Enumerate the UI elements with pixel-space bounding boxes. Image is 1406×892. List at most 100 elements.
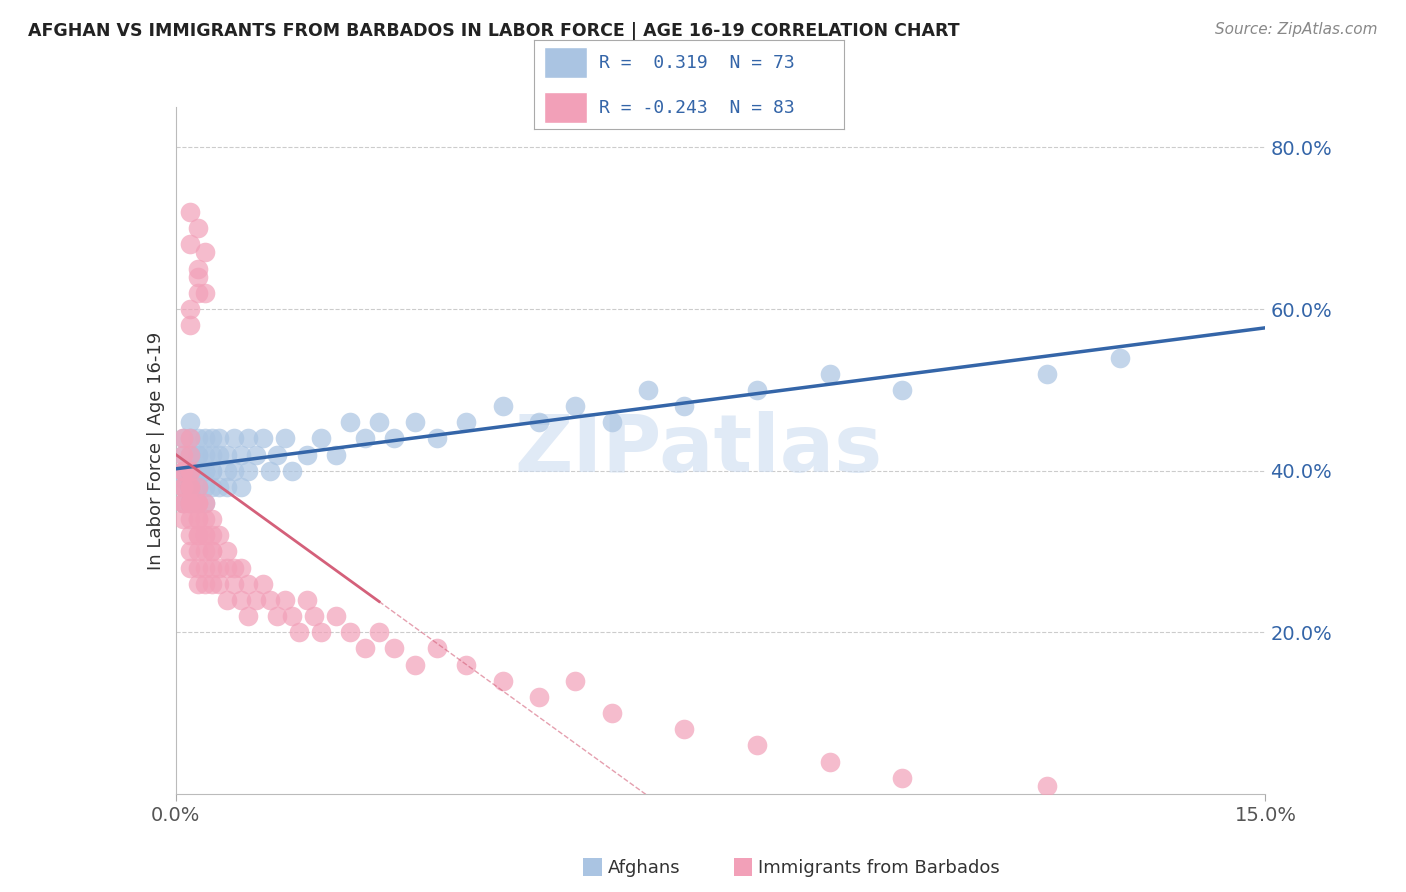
Point [201,544,224,558]
Point [201,480,224,494]
Point [231,593,253,607]
Point [637,383,659,397]
Point [353,431,375,445]
Point [179,496,201,510]
Point [179,464,201,478]
Point [194,496,217,510]
Point [231,560,253,574]
Point [179,496,201,510]
Point [208,448,231,462]
Point [891,383,914,397]
Point [179,318,201,333]
Point [186,496,209,510]
Bar [544,92,586,123]
Point [266,609,288,624]
Point [309,431,332,445]
Point [194,560,217,574]
Point [818,755,841,769]
Point [201,448,224,462]
Point [179,448,201,462]
Point [295,593,318,607]
Point [353,641,375,656]
Point [745,739,768,753]
Point [186,480,209,494]
Point [186,448,209,462]
Point [215,593,238,607]
Point [238,431,260,445]
Point [405,415,427,429]
Point [274,593,297,607]
Point [179,431,201,445]
Point [179,480,201,494]
Point [194,245,217,260]
Point [222,576,245,591]
Point [201,528,224,542]
Point [186,496,209,510]
Point [208,560,231,574]
Point [891,771,914,785]
Point [194,431,217,445]
Point [456,415,478,429]
Point [194,528,217,542]
Y-axis label: In Labor Force | Age 16-19: In Labor Force | Age 16-19 [146,331,165,570]
Point [186,512,209,526]
Point [186,560,209,574]
Point [179,448,201,462]
Point [172,480,194,494]
Point [172,464,194,478]
Point [201,431,224,445]
Point [238,464,260,478]
Point [564,673,586,688]
Point [186,576,209,591]
Point [231,448,253,462]
Point [1036,779,1059,793]
Point [339,415,361,429]
Point [818,367,841,381]
Point [194,480,217,494]
Point [186,464,209,478]
Point [179,544,201,558]
Point [172,472,194,486]
Point [186,512,209,526]
Point [222,431,245,445]
Point [179,415,201,429]
Point [252,431,274,445]
Point [172,480,194,494]
Point [194,448,217,462]
Point [259,593,281,607]
Point [179,512,201,526]
Point [405,657,427,672]
Point [745,383,768,397]
Text: AFGHAN VS IMMIGRANTS FROM BARBADOS IN LABOR FORCE | AGE 16-19 CORRELATION CHART: AFGHAN VS IMMIGRANTS FROM BARBADOS IN LA… [28,22,960,40]
Point [426,431,449,445]
Text: R =  0.319  N = 73: R = 0.319 N = 73 [599,54,794,72]
Point [179,464,201,478]
Point [179,560,201,574]
Point [208,480,231,494]
Point [325,609,347,624]
Point [215,464,238,478]
Point [194,285,217,300]
Point [527,690,550,704]
Point [266,448,288,462]
Point [179,464,201,478]
Point [368,625,391,640]
Point [1036,367,1059,381]
Point [172,496,194,510]
Point [201,576,224,591]
Point [201,544,224,558]
Point [600,706,623,720]
Point [186,528,209,542]
Point [600,415,623,429]
Point [172,480,194,494]
Point [179,480,201,494]
Point [179,464,201,478]
Point [172,512,194,526]
Point [245,448,267,462]
Point [208,576,231,591]
Point [208,528,231,542]
Text: Source: ZipAtlas.com: Source: ZipAtlas.com [1215,22,1378,37]
Point [201,512,224,526]
Point [172,448,194,462]
Point [201,464,224,478]
